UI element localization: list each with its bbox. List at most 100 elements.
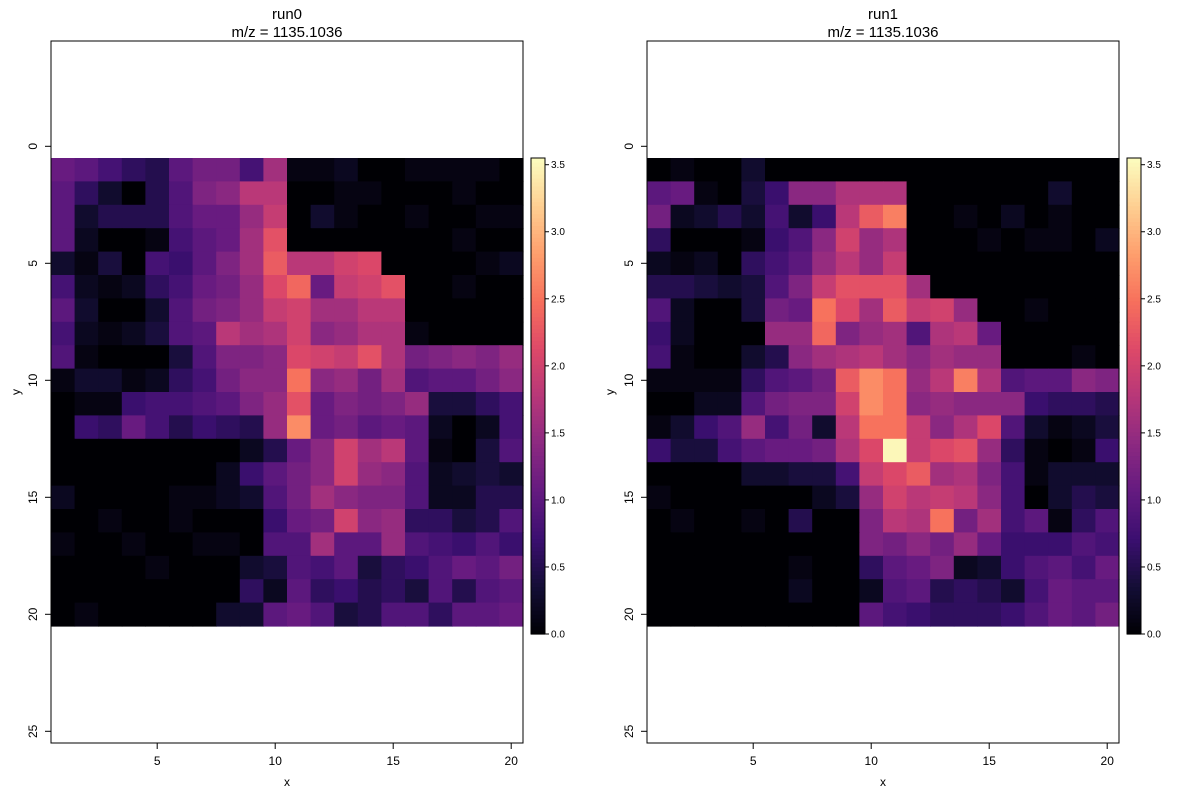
colorbar-swatch bbox=[1127, 459, 1141, 465]
heatmap-cell bbox=[788, 345, 813, 370]
colorbar-tick-label: 2.5 bbox=[1147, 294, 1161, 305]
heatmap-cell bbox=[647, 345, 672, 370]
heatmap-cell bbox=[216, 438, 241, 463]
heatmap-cell bbox=[1095, 579, 1120, 604]
heatmap-cell bbox=[405, 228, 430, 253]
heatmap-cell bbox=[1001, 485, 1026, 510]
heatmap-cell bbox=[906, 532, 931, 557]
heatmap-cell bbox=[788, 368, 813, 393]
heatmap-cell bbox=[765, 532, 790, 557]
colorbar-swatch bbox=[531, 415, 545, 421]
colorbar-swatch bbox=[531, 630, 545, 635]
heatmap-cell bbox=[835, 228, 860, 253]
heatmap-cell bbox=[1024, 345, 1049, 370]
colorbar-swatch bbox=[531, 269, 545, 274]
heatmap-cell bbox=[263, 438, 288, 463]
heatmap-cell bbox=[977, 298, 1002, 323]
heatmap-cell bbox=[428, 345, 453, 370]
heatmap-cell bbox=[145, 275, 170, 299]
heatmap-cell bbox=[883, 181, 908, 206]
heatmap-cell bbox=[499, 321, 524, 346]
heatmap-cell bbox=[381, 204, 406, 229]
colorbar-swatch bbox=[1127, 396, 1141, 401]
colorbar-tick-label: 0.5 bbox=[1147, 562, 1161, 573]
colorbar-swatch bbox=[1127, 320, 1141, 326]
heatmap-cell bbox=[428, 158, 453, 182]
heatmap-cell bbox=[428, 555, 453, 580]
heatmap-cell bbox=[499, 392, 524, 416]
x-axis-label: x bbox=[880, 775, 886, 789]
colorbar-swatch bbox=[531, 185, 545, 191]
heatmap-cell bbox=[859, 532, 884, 557]
heatmap-cell bbox=[98, 204, 123, 229]
heatmap-cell bbox=[310, 532, 335, 557]
heatmap-cell bbox=[859, 368, 884, 393]
heatmap-cell bbox=[263, 415, 288, 440]
colorbar-swatch bbox=[531, 467, 545, 472]
heatmap-cell bbox=[859, 228, 884, 253]
heatmap-cell bbox=[499, 509, 524, 533]
heatmap-cell bbox=[1071, 275, 1096, 299]
heatmap-cell bbox=[475, 275, 500, 299]
colorbar-swatch bbox=[1127, 558, 1141, 564]
colorbar-swatch bbox=[1127, 399, 1141, 405]
heatmap-cell bbox=[381, 532, 406, 557]
heatmap-cell bbox=[357, 485, 382, 510]
heatmap-cell bbox=[428, 509, 453, 533]
heatmap-cell bbox=[788, 158, 813, 182]
heatmap-cell bbox=[98, 298, 123, 323]
colorbar-swatch bbox=[1127, 554, 1141, 560]
heatmap-cell bbox=[883, 602, 908, 627]
colorbar-swatch bbox=[531, 217, 545, 223]
x-tick-label: 20 bbox=[1101, 754, 1115, 768]
heatmap-cell bbox=[169, 158, 194, 182]
heatmap-cell bbox=[977, 275, 1002, 299]
colorbar-swatch bbox=[1127, 411, 1141, 417]
y-axis-label: y bbox=[9, 389, 23, 395]
heatmap-cell bbox=[452, 555, 477, 580]
colorbar-swatch bbox=[1127, 471, 1141, 476]
heatmap-cell bbox=[670, 181, 695, 206]
colorbar-swatch bbox=[531, 622, 545, 627]
heatmap-cell bbox=[169, 532, 194, 557]
heatmap-cell bbox=[1095, 298, 1120, 323]
heatmap-cell bbox=[121, 345, 146, 370]
heatmap-cell bbox=[977, 602, 1002, 627]
y-axis-label: y bbox=[603, 389, 617, 395]
heatmap-cell bbox=[1095, 181, 1120, 206]
heatmap-cell bbox=[310, 368, 335, 393]
x-axis: 5 10 15 20 bbox=[750, 742, 1115, 768]
heatmap-cell bbox=[1071, 181, 1096, 206]
heatmap-cell bbox=[694, 415, 719, 440]
colorbar-swatch bbox=[1127, 574, 1141, 580]
heatmap-cell bbox=[357, 392, 382, 416]
colorbar-swatch bbox=[531, 344, 545, 349]
heatmap-cell bbox=[930, 509, 955, 533]
heatmap-cell bbox=[859, 415, 884, 440]
heatmap-cell bbox=[1048, 181, 1073, 206]
colorbar-swatch bbox=[531, 173, 545, 179]
heatmap-cell bbox=[953, 275, 978, 299]
colorbar-swatch bbox=[531, 511, 545, 516]
heatmap-cell bbox=[1001, 251, 1026, 276]
heatmap-cell bbox=[51, 602, 76, 627]
colorbar-swatch bbox=[531, 261, 545, 266]
heatmap-cell bbox=[717, 579, 742, 604]
heatmap-cell bbox=[121, 555, 146, 580]
colorbar-swatch bbox=[1127, 225, 1141, 230]
heatmap-cell bbox=[239, 181, 264, 206]
colorbar-swatch bbox=[531, 213, 545, 219]
heatmap-cell bbox=[405, 532, 430, 557]
heatmap-cell bbox=[51, 158, 76, 182]
heatmap-cell bbox=[883, 345, 908, 370]
colorbar-swatch bbox=[1127, 336, 1141, 342]
heatmap-cell bbox=[192, 438, 217, 463]
heatmap-cell bbox=[953, 509, 978, 533]
heatmap-cell bbox=[169, 602, 194, 627]
heatmap-cell bbox=[452, 485, 477, 510]
heatmap-cell bbox=[169, 228, 194, 253]
heatmap-cell bbox=[647, 438, 672, 463]
heatmap-cell bbox=[428, 368, 453, 393]
heatmap-cells bbox=[647, 158, 1120, 627]
heatmap-cell bbox=[647, 602, 672, 627]
